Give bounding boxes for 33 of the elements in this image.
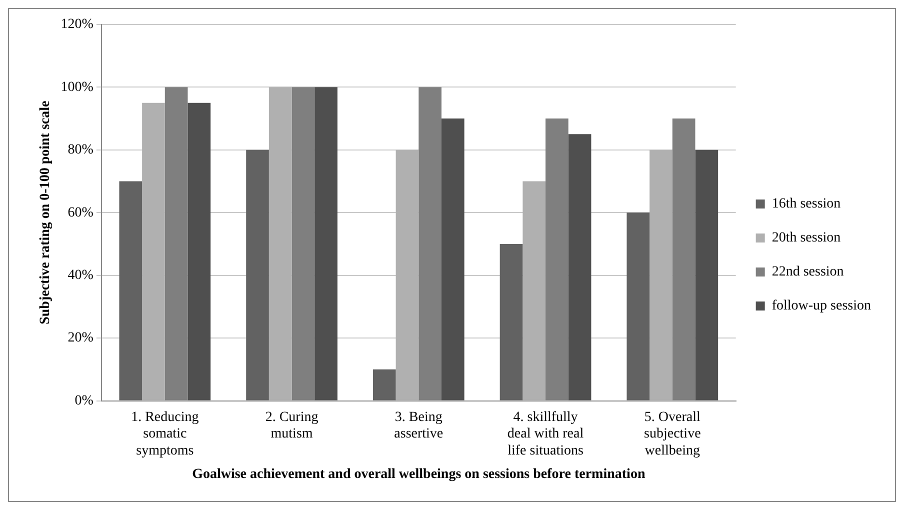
bar — [650, 150, 672, 400]
y-tick-label: 60% — [68, 205, 94, 220]
bar — [396, 150, 419, 400]
bar — [142, 102, 165, 400]
y-tick-label: 80% — [68, 142, 94, 158]
y-axis-title: Subjective rating on 0-100 point scale — [38, 100, 54, 324]
bar — [695, 150, 718, 400]
y-tick-label: 20% — [68, 330, 94, 346]
y-tick-label: 120% — [60, 17, 94, 32]
y-tick-label: 0% — [74, 393, 94, 408]
legend-label: 22nd session — [772, 264, 844, 280]
bar — [522, 181, 546, 400]
bar — [268, 87, 292, 400]
bar — [119, 181, 142, 400]
bar — [188, 102, 211, 400]
bar — [314, 87, 338, 400]
bar — [626, 212, 650, 400]
y-tick-label: 40% — [68, 268, 94, 284]
bar — [372, 369, 396, 400]
x-axis-title: Goalwise achievement and overall wellbeings on sessions before termination — [192, 467, 646, 482]
x-tick-label: 1. Reducing somatic symptoms — [131, 410, 199, 458]
bar — [246, 150, 269, 400]
y-tick-label: 100% — [60, 80, 94, 95]
legend-label: 20th session — [772, 230, 841, 246]
x-tick-label: 3. Being assertive — [394, 410, 444, 442]
bar — [568, 134, 592, 400]
bar — [441, 118, 464, 400]
bar — [500, 244, 523, 400]
x-tick-label: 5. Overall subjective wellbeing — [644, 410, 701, 458]
legend-label: 16th session — [772, 196, 841, 212]
x-tick-label: 4. skillfully deal with real life situations — [507, 410, 584, 458]
x-tick-label: 2. Curing mutism — [265, 410, 318, 442]
legend-label: follow-up session — [772, 298, 872, 314]
